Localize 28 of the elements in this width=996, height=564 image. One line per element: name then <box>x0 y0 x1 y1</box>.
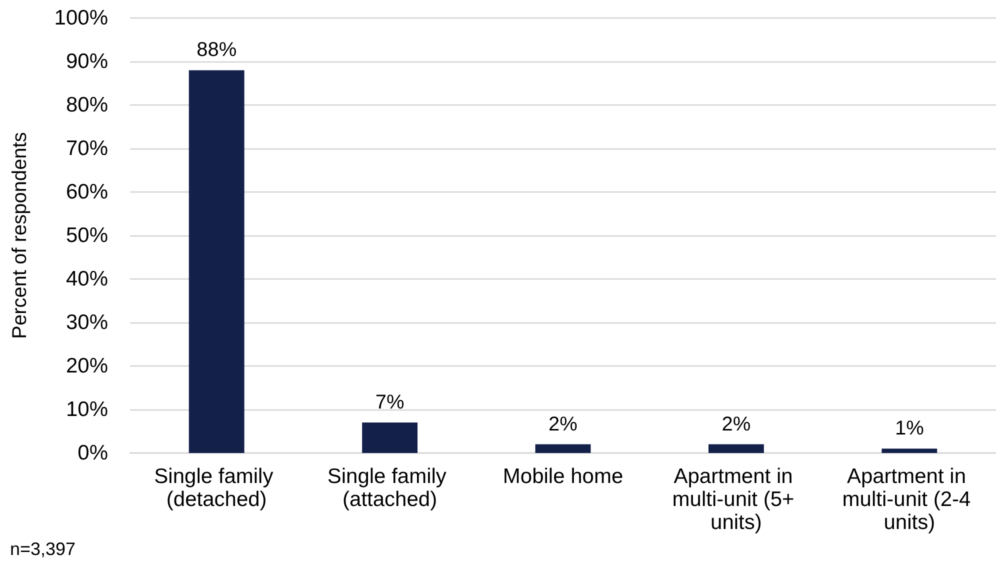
y-tick-label: 80% <box>66 94 108 116</box>
x-tick-label: Mobile home <box>502 465 624 488</box>
data-label: 2% <box>722 413 751 436</box>
x-tick-label: Single family (detached) <box>154 465 280 511</box>
bar <box>535 444 591 453</box>
y-axis-title: Percent of respondents <box>9 132 31 339</box>
y-tick-label: 60% <box>66 180 108 204</box>
y-tick-label: 10% <box>66 398 108 421</box>
data-label: 88% <box>196 39 237 62</box>
y-tick-label: 30% <box>66 311 108 334</box>
y-tick-label: 40% <box>66 268 108 290</box>
y-tick-label: 100% <box>54 6 108 30</box>
text: n=3,397 <box>10 539 76 559</box>
bar <box>362 422 418 453</box>
y-tick-label: 0% <box>78 442 108 464</box>
data-label: 7% <box>375 392 404 414</box>
bar <box>708 444 764 453</box>
y-tick-label: 90% <box>66 50 108 73</box>
y-tick-label: 20% <box>66 354 108 378</box>
y-tick-label: 50% <box>66 224 108 247</box>
x-tick-label: Single family (attached) <box>327 465 452 511</box>
bar <box>882 448 938 453</box>
x-tick-label: Apartment in multi-unit (2-4 units) <box>842 465 976 534</box>
x-tick-label: Apartment in multi-unit (5+ units) <box>672 465 800 534</box>
bar <box>188 70 244 453</box>
data-label: 1% <box>894 418 924 440</box>
data-label: 2% <box>548 413 578 436</box>
y-tick-label: 70% <box>66 137 108 160</box>
